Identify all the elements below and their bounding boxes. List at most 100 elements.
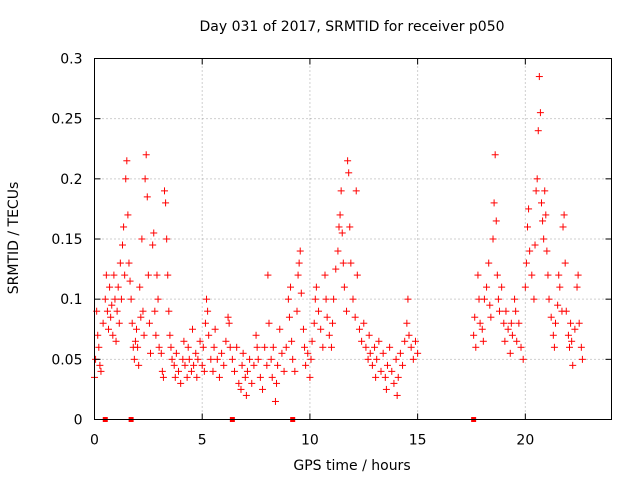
data-point: [267, 355, 275, 363]
data-point: [261, 343, 269, 351]
data-point: [143, 193, 151, 201]
data-point: [276, 325, 284, 333]
data-point: [543, 247, 551, 255]
data-point: [238, 361, 246, 369]
data-point: [126, 277, 134, 285]
data-point: [293, 307, 301, 315]
data-point: [114, 283, 122, 291]
data-point: [343, 307, 351, 315]
data-point: [113, 307, 121, 315]
y-axis-label: SRMTID / TECUs: [6, 182, 22, 295]
data-point: [253, 343, 261, 351]
y-tick-label: 0.15: [51, 232, 82, 248]
data-point: [526, 247, 534, 255]
data-point: [337, 187, 345, 195]
data-point: [368, 361, 376, 369]
data-point: [201, 319, 209, 327]
data-point: [490, 199, 498, 207]
data-point: [250, 361, 258, 369]
data-point: [106, 283, 114, 291]
data-point: [220, 361, 228, 369]
data-point: [213, 355, 221, 363]
data-point: [291, 367, 299, 375]
data-point: [571, 325, 579, 333]
data-point: [285, 313, 293, 321]
data-point: [530, 295, 538, 303]
data-point: [312, 283, 320, 291]
data-point: [94, 331, 102, 339]
data-point: [540, 235, 548, 243]
data-point: [522, 259, 530, 267]
data-point: [264, 271, 272, 279]
data-point: [198, 361, 206, 369]
chart-title: Day 031 of 2017, SRMTID for receiver p05…: [199, 19, 504, 35]
data-point: [472, 343, 480, 351]
data-point: [347, 259, 355, 267]
data-point: [394, 373, 402, 381]
data-point: [196, 337, 204, 345]
data-point: [252, 331, 260, 339]
data-point: [153, 271, 161, 279]
data-point: [554, 301, 562, 309]
data-point: [352, 187, 360, 195]
data-point: [192, 349, 200, 357]
data-point: [386, 343, 394, 351]
data-point: [390, 379, 398, 387]
data-point: [141, 175, 149, 183]
axis-ticks: 0 0.05 0.1 0.15 0.2 0.25 0.3 0 5 10 15 20: [51, 52, 612, 449]
data-point: [567, 319, 575, 327]
data-point: [555, 271, 563, 279]
data-point: [241, 373, 249, 381]
data-point: [289, 355, 297, 363]
data-point: [271, 397, 279, 405]
data-point: [353, 271, 361, 279]
data-point: [315, 307, 323, 315]
data-point: [175, 367, 183, 375]
data-point: [122, 175, 130, 183]
data-point: [278, 349, 286, 357]
data-point: [137, 313, 145, 321]
data-point: [323, 313, 331, 321]
data-point: [205, 331, 213, 339]
data-point: [392, 355, 400, 363]
data-point: [105, 325, 113, 333]
data-point: [383, 361, 391, 369]
data-point: [336, 211, 344, 219]
data-point: [269, 343, 277, 351]
data-point: [164, 271, 172, 279]
data-point: [101, 295, 109, 303]
data-points: [91, 73, 586, 422]
data-point: [345, 169, 353, 177]
data-point: [547, 313, 555, 321]
data-point: [189, 325, 197, 333]
data-point: [194, 355, 202, 363]
data-point: [405, 331, 413, 339]
data-point: [302, 361, 310, 369]
data-point: [562, 307, 570, 315]
data-point: [358, 337, 366, 345]
data-point: [124, 211, 132, 219]
x-tick-label: 15: [409, 433, 427, 449]
data-point: [399, 361, 407, 369]
y-tick-label: 0.2: [60, 172, 82, 188]
data-point: [577, 343, 585, 351]
data-point: [569, 361, 577, 369]
data-point: [492, 217, 500, 225]
data-point: [531, 241, 539, 249]
data-point: [528, 271, 536, 279]
data-point: [171, 373, 179, 381]
data-point: [373, 355, 381, 363]
data-point: [142, 151, 150, 159]
y-tick-label: 0.25: [51, 112, 82, 128]
data-point: [162, 199, 170, 207]
data-point: [551, 319, 559, 327]
data-point: [215, 373, 223, 381]
data-point: [545, 295, 553, 303]
x-tick-label: 5: [198, 433, 207, 449]
data-point: [112, 337, 120, 345]
data-point: [375, 337, 383, 345]
data-point: [120, 223, 128, 231]
data-point: [111, 295, 119, 303]
data-point: [259, 385, 267, 393]
data-point: [288, 337, 296, 345]
